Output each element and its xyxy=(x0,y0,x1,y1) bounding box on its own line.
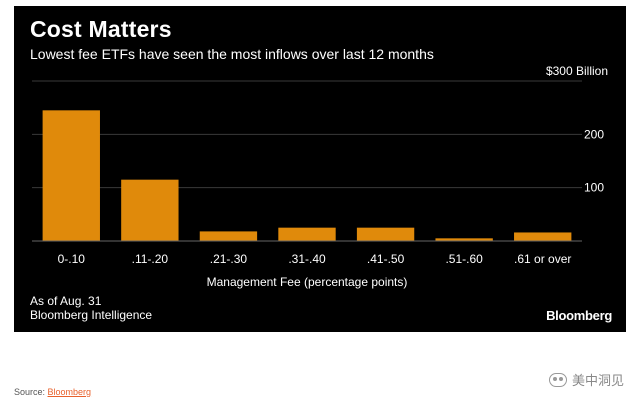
chart-panel: Cost Matters Lowest fee ETFs have seen t… xyxy=(14,6,626,332)
data-provider-note: Bloomberg Intelligence xyxy=(30,308,153,322)
chart-title: Cost Matters xyxy=(30,16,172,42)
bar xyxy=(42,110,100,241)
y-unit-label: $300 Billion xyxy=(546,64,608,78)
x-tick-label: .51-.60 xyxy=(445,252,483,266)
bar xyxy=(121,179,179,241)
chart-subtitle: Lowest fee ETFs have seen the most inflo… xyxy=(30,46,434,62)
bar xyxy=(435,238,493,241)
bar xyxy=(199,231,258,241)
bloomberg-logo: Bloomberg xyxy=(546,308,612,323)
chart-notes: As of Aug. 31 Bloomberg Intelligence xyxy=(30,294,152,322)
bar xyxy=(278,227,336,241)
x-axis-label: Management Fee (percentage points) xyxy=(207,275,408,289)
x-tick-label: 0-.10 xyxy=(58,252,86,266)
x-tick-label: .41-.50 xyxy=(367,252,405,266)
x-tick-label: .61 or over xyxy=(514,252,571,266)
watermark: 美中洞见 xyxy=(548,370,624,389)
watermark-text: 美中洞见 xyxy=(571,373,624,388)
x-tick-label: .31-.40 xyxy=(288,252,326,266)
bar xyxy=(356,227,415,241)
as-of-note: As of Aug. 31 xyxy=(30,294,102,308)
source-link[interactable]: Bloomberg xyxy=(47,387,92,397)
y-tick-label: 200 xyxy=(584,127,604,141)
y-tick-label: 100 xyxy=(584,181,604,195)
x-tick-label: .21-.30 xyxy=(210,252,248,266)
wechat-icon xyxy=(548,372,567,387)
bar-chart: 100 200 $300 Billion 0-.10 .11-.20 .21-.30 .31… xyxy=(32,64,608,289)
bar xyxy=(514,232,572,241)
x-tick-label: .11-.20 xyxy=(132,252,169,266)
source-line: Source: Bloomberg xyxy=(14,387,91,397)
source-prefix: Source: xyxy=(14,387,48,397)
